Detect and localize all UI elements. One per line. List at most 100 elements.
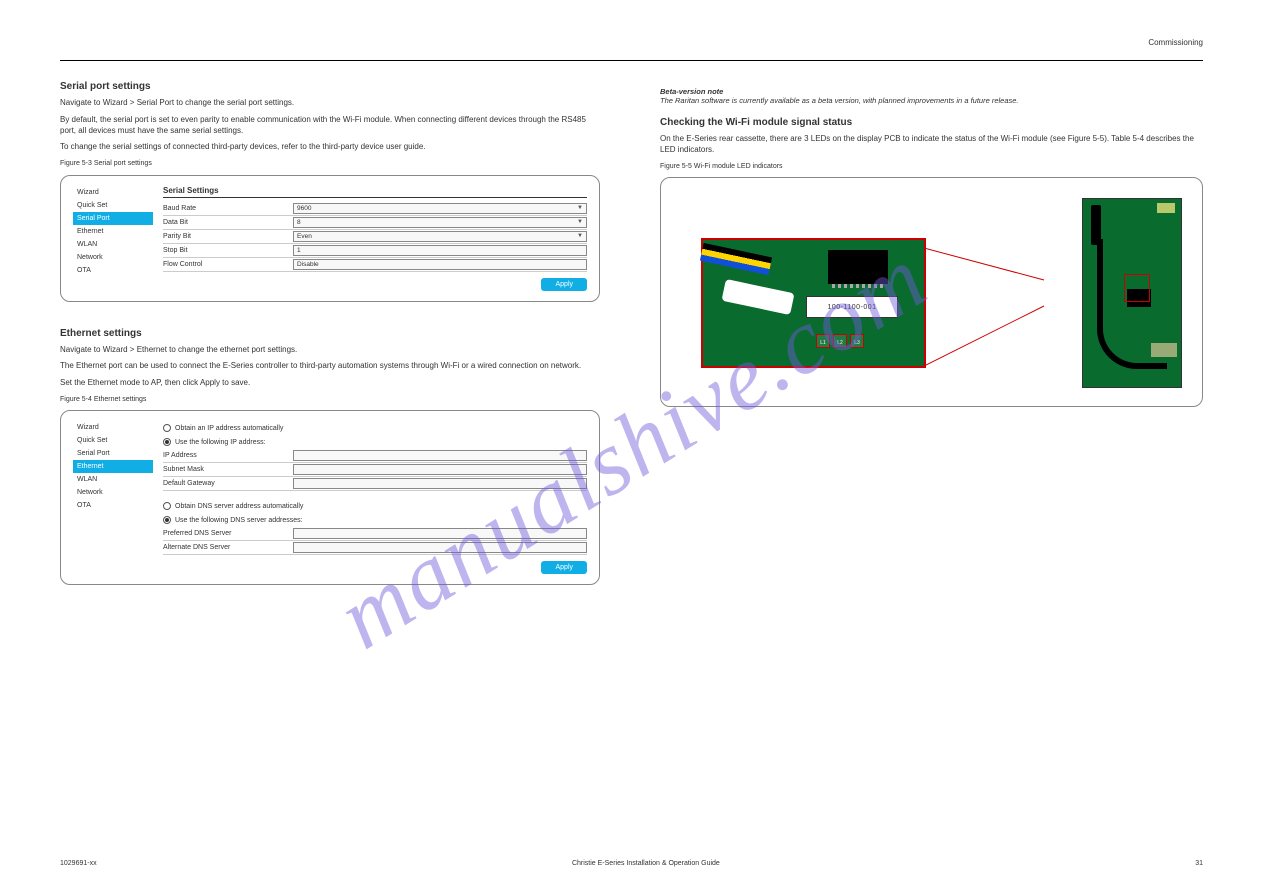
ethernet-sidebar: Wizard Quick Set Serial Port Ethernet WL… bbox=[73, 421, 153, 574]
lbl-subnet: Subnet Mask bbox=[163, 466, 293, 473]
chevron-down-icon: ▼ bbox=[577, 219, 583, 225]
serial-title: Serial port settings bbox=[60, 81, 600, 92]
row-dns1: Preferred DNS Server bbox=[163, 527, 587, 541]
lbl-baud: Baud Rate bbox=[163, 205, 293, 212]
nav-wlan[interactable]: WLAN bbox=[73, 238, 153, 251]
lbl-parity: Parity Bit bbox=[163, 233, 293, 240]
nav-wizard[interactable]: Wizard bbox=[73, 186, 153, 199]
lbl-flow: Flow Control bbox=[163, 261, 293, 268]
ethernet-p2: The Ethernet port can be used to connect… bbox=[60, 361, 600, 372]
radio-label: Use the following IP address: bbox=[175, 439, 266, 446]
radio-auto-dns[interactable]: Obtain DNS server address automatically bbox=[163, 499, 587, 513]
row-baud: Baud Rate 9600▼ bbox=[163, 202, 587, 216]
lbl-gateway: Default Gateway bbox=[163, 480, 293, 487]
serial-p1: Navigate to Wizard > Serial Port to chan… bbox=[60, 98, 600, 109]
radio-icon bbox=[163, 424, 171, 432]
nav-quickset[interactable]: Quick Set bbox=[73, 434, 153, 447]
radio-auto-ip[interactable]: Obtain an IP address automatically bbox=[163, 421, 587, 435]
left-column: Serial port settings Navigate to Wizard … bbox=[60, 81, 600, 595]
serial-fig-caption: Figure 5-3 Serial port settings bbox=[60, 159, 600, 168]
footer-center: Christie E-Series Installation & Operati… bbox=[572, 860, 720, 867]
header-rule bbox=[60, 60, 1203, 61]
page-footer: 1029691-xx Christie E-Series Installatio… bbox=[60, 860, 1203, 867]
row-databit: Data Bit 8▼ bbox=[163, 216, 587, 230]
nav-wizard[interactable]: Wizard bbox=[73, 421, 153, 434]
row-ip: IP Address bbox=[163, 449, 587, 463]
pcb-zoom-view: 100-1100-001 L1 L2 L3 bbox=[701, 238, 926, 368]
radio-icon bbox=[163, 516, 171, 524]
ethernet-p1: Navigate to Wizard > Ethernet to change … bbox=[60, 345, 600, 356]
row-parity: Parity Bit Even▼ bbox=[163, 230, 587, 244]
select-databit[interactable]: 8▼ bbox=[293, 217, 587, 228]
chevron-down-icon: ▼ bbox=[577, 205, 583, 211]
ethernet-fig-caption: Figure 5-4 Ethernet settings bbox=[60, 395, 600, 404]
serial-form: Serial Settings Baud Rate 9600▼ Data Bit… bbox=[163, 186, 587, 291]
apply-button[interactable]: Apply bbox=[541, 278, 587, 291]
radio-static-dns[interactable]: Use the following DNS server addresses: bbox=[163, 513, 587, 527]
nav-ota[interactable]: OTA bbox=[73, 499, 153, 512]
ethernet-form: Obtain an IP address automatically Use t… bbox=[163, 421, 587, 574]
row-stopbit: Stop Bit 1 bbox=[163, 244, 587, 258]
wifi-status-title: Checking the Wi-Fi module signal status bbox=[660, 117, 1203, 128]
chevron-down-icon: ▼ bbox=[577, 233, 583, 239]
lbl-databit: Data Bit bbox=[163, 219, 293, 226]
input-ip[interactable] bbox=[293, 450, 587, 461]
input-dns2[interactable] bbox=[293, 542, 587, 553]
footer-right: 31 bbox=[1195, 860, 1203, 867]
led-1: L1 bbox=[816, 334, 830, 348]
wifi-status-p1: On the E-Series rear cassette, there are… bbox=[660, 134, 1203, 156]
ethernet-p3: Set the Ethernet mode to AP, then click … bbox=[60, 378, 600, 389]
nav-ethernet[interactable]: Ethernet bbox=[73, 225, 153, 238]
row-subnet: Subnet Mask bbox=[163, 463, 587, 477]
select-baud[interactable]: 9600▼ bbox=[293, 203, 587, 214]
serial-form-head: Serial Settings bbox=[163, 186, 587, 198]
zoom-source-box bbox=[1124, 274, 1150, 302]
radio-static-ip[interactable]: Use the following IP address: bbox=[163, 435, 587, 449]
row-dns2: Alternate DNS Server bbox=[163, 541, 587, 555]
nav-network[interactable]: Network bbox=[73, 251, 153, 264]
lbl-ip: IP Address bbox=[163, 452, 293, 459]
serial-section: Serial port settings Navigate to Wizard … bbox=[60, 81, 600, 302]
header-section: Commissioning bbox=[1148, 38, 1203, 47]
lbl-dns2: Alternate DNS Server bbox=[163, 544, 293, 551]
radio-label: Obtain DNS server address automatically bbox=[175, 503, 303, 510]
nav-serial[interactable]: Serial Port bbox=[73, 447, 153, 460]
led-2: L2 bbox=[833, 334, 847, 348]
input-subnet[interactable] bbox=[293, 464, 587, 475]
led-indicator-group: L1 L2 L3 bbox=[816, 334, 864, 348]
nav-quickset[interactable]: Quick Set bbox=[73, 199, 153, 212]
nav-ethernet[interactable]: Ethernet bbox=[73, 460, 153, 473]
beta-note: Beta-version note The Raritan software i… bbox=[660, 87, 1203, 105]
input-flow[interactable]: Disable bbox=[293, 259, 587, 270]
ethernet-section: Ethernet settings Navigate to Wizard > E… bbox=[60, 328, 600, 586]
radio-label: Obtain an IP address automatically bbox=[175, 425, 283, 432]
ethernet-settings-panel: Wizard Quick Set Serial Port Ethernet WL… bbox=[60, 410, 600, 585]
right-column: Beta-version note The Raritan software i… bbox=[660, 81, 1203, 595]
input-stopbit[interactable]: 1 bbox=[293, 245, 587, 256]
lbl-stopbit: Stop Bit bbox=[163, 247, 293, 254]
radio-icon bbox=[163, 502, 171, 510]
nav-network[interactable]: Network bbox=[73, 486, 153, 499]
radio-icon bbox=[163, 438, 171, 446]
callout-lines bbox=[924, 248, 1084, 368]
radio-label: Use the following DNS server addresses: bbox=[175, 517, 303, 524]
nav-ota[interactable]: OTA bbox=[73, 264, 153, 277]
apply-button[interactable]: Apply bbox=[541, 561, 587, 574]
input-gateway[interactable] bbox=[293, 478, 587, 489]
pcb-part-label: 100-1100-001 bbox=[806, 296, 898, 318]
wifi-fig-caption: Figure 5-5 Wi-Fi module LED indicators bbox=[660, 162, 1203, 171]
serial-p3: To change the serial settings of connect… bbox=[60, 142, 600, 153]
select-parity[interactable]: Even▼ bbox=[293, 231, 587, 242]
input-dns1[interactable] bbox=[293, 528, 587, 539]
lbl-dns1: Preferred DNS Server bbox=[163, 530, 293, 537]
nav-serial[interactable]: Serial Port bbox=[73, 212, 153, 225]
serial-sidebar: Wizard Quick Set Serial Port Ethernet WL… bbox=[73, 186, 153, 291]
footer-left: 1029691-xx bbox=[60, 860, 97, 867]
nav-wlan[interactable]: WLAN bbox=[73, 473, 153, 486]
led-3: L3 bbox=[850, 334, 864, 348]
serial-p2: By default, the serial port is set to ev… bbox=[60, 115, 600, 137]
ethernet-title: Ethernet settings bbox=[60, 328, 600, 339]
row-flow: Flow Control Disable bbox=[163, 258, 587, 272]
row-gateway: Default Gateway bbox=[163, 477, 587, 491]
wifi-led-figure: 100-1100-001 L1 L2 L3 bbox=[660, 177, 1203, 407]
